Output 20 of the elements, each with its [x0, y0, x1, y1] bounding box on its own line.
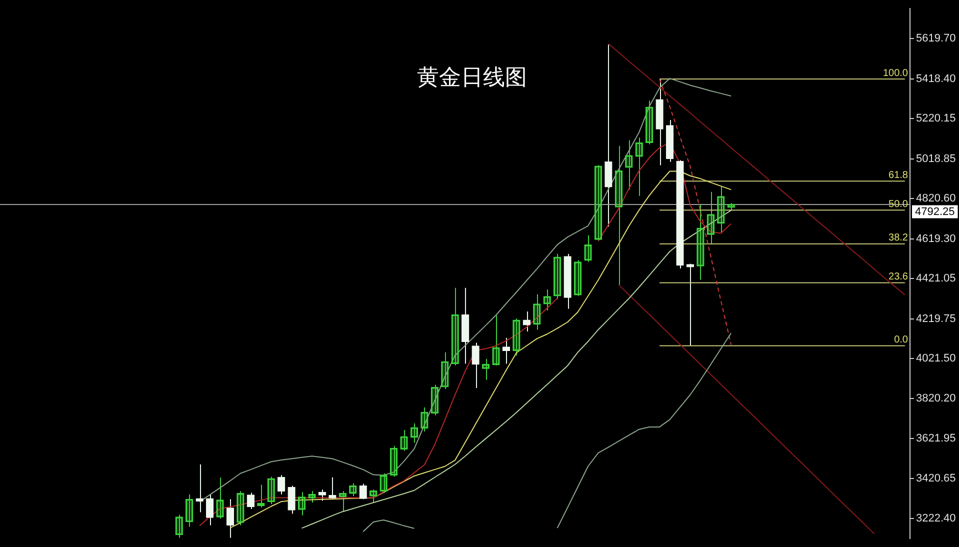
y-tick-label: 3621.95 [916, 432, 956, 444]
text: 黄金日线图 [417, 65, 528, 90]
y-tick-label: 4820.60 [916, 192, 956, 205]
y-tick-label: 5418.40 [916, 72, 956, 85]
annotation: 61.8 [888, 170, 908, 181]
annotation: 23.6 [888, 271, 908, 282]
y-tick-label: 5018.85 [916, 152, 956, 165]
annotation: 100.0 [882, 68, 908, 79]
y-tick-label: 3820.20 [916, 392, 956, 405]
y-tick-label: 5619.70 [916, 32, 956, 45]
y-tick-label: 5220.15 [916, 112, 956, 125]
ref-line-label: 4792.25 [915, 206, 955, 218]
y-tick-label: 3420.65 [916, 472, 956, 485]
annotation: 38.2 [888, 232, 908, 244]
y-tick-label: 4421.05 [916, 272, 956, 285]
y-tick-label: 4219.75 [916, 312, 956, 325]
y-tick-label: 4619.30 [916, 232, 956, 245]
y-tick-label: 3222.40 [916, 512, 956, 524]
annotation: 0.0 [894, 334, 908, 346]
y-tick-label: 4021.50 [916, 352, 956, 364]
